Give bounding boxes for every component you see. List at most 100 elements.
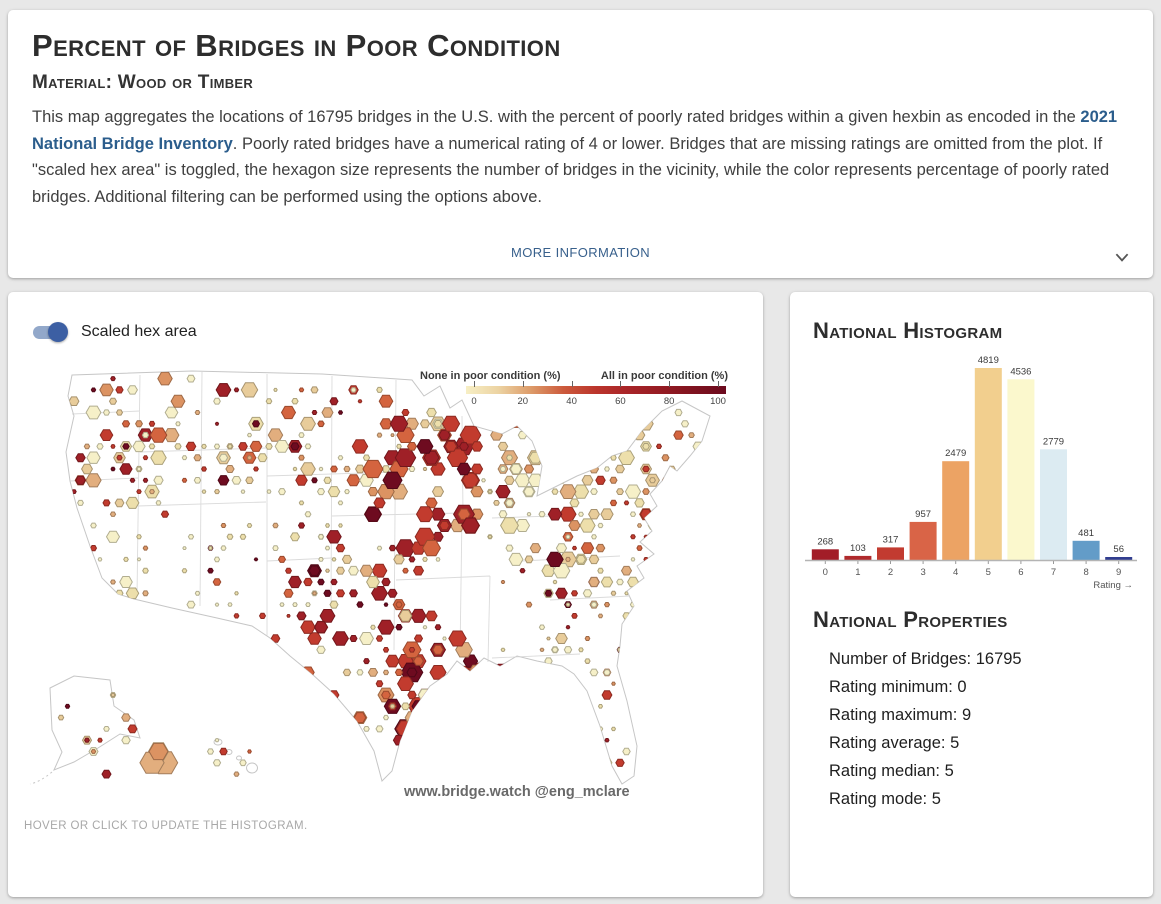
hexbin[interactable]: [555, 633, 568, 644]
hexbin[interactable]: [457, 712, 471, 724]
hexbin[interactable]: [246, 455, 253, 461]
hexbin[interactable]: [123, 556, 129, 562]
hexbin[interactable]: [201, 489, 207, 494]
hexbin[interactable]: [588, 509, 600, 520]
hexbin[interactable]: [370, 624, 376, 630]
hexbin[interactable]: [630, 534, 636, 540]
hexbin[interactable]: [341, 554, 353, 564]
hexbin[interactable]: [407, 719, 430, 739]
hexbin[interactable]: [419, 712, 431, 723]
hexbin[interactable]: [408, 466, 416, 472]
hexbin[interactable]: [75, 453, 86, 463]
hexbin[interactable]: [402, 567, 409, 574]
hexbin[interactable]: [130, 613, 135, 618]
hexbin[interactable]: [362, 459, 384, 479]
hexbin[interactable]: [546, 636, 551, 641]
hexbin[interactable]: [354, 464, 366, 474]
hexbin[interactable]: [233, 387, 240, 393]
hexbin[interactable]: [366, 575, 380, 589]
hexbin[interactable]: [492, 408, 501, 417]
hexbin[interactable]: [350, 387, 357, 393]
hexbin[interactable]: [218, 453, 229, 462]
hexbin[interactable]: [426, 407, 437, 418]
hexbin[interactable]: [65, 500, 71, 506]
hexbin[interactable]: [675, 477, 682, 483]
hexbin[interactable]: [673, 430, 684, 440]
hexbin[interactable]: [376, 545, 383, 551]
hexbin[interactable]: [495, 485, 511, 499]
hexbin[interactable]: [642, 465, 650, 473]
hexbin[interactable]: [359, 564, 374, 577]
hexbin[interactable]: [337, 500, 344, 506]
hexbin[interactable]: [446, 674, 469, 693]
hexbin[interactable]: [142, 455, 149, 461]
hexbin[interactable]: [160, 510, 170, 518]
hexbin[interactable]: [601, 441, 613, 451]
hexbin[interactable]: [431, 711, 445, 724]
hexbin[interactable]: [356, 601, 364, 608]
hexbin[interactable]: [500, 517, 519, 534]
hexbin[interactable]: [267, 428, 284, 442]
hexbin[interactable]: [528, 451, 543, 464]
hexbin[interactable]: [565, 602, 571, 607]
hexbin[interactable]: [214, 489, 220, 495]
hexbin[interactable]: [427, 725, 436, 733]
hexbin[interactable]: [349, 635, 358, 642]
hexbin[interactable]: [290, 442, 300, 451]
hexbin[interactable]: [58, 421, 64, 427]
hexbin[interactable]: [272, 545, 279, 551]
hexbin[interactable]: [523, 464, 535, 474]
hexbin[interactable]: [182, 658, 187, 664]
hexbin[interactable]: [627, 576, 639, 588]
hexbin[interactable]: [377, 619, 395, 635]
hexbin[interactable]: [582, 430, 593, 440]
hexbin[interactable]: [597, 704, 604, 709]
hexbin[interactable]: [524, 555, 534, 564]
hexbin[interactable]: [460, 720, 481, 738]
hexbin[interactable]: [591, 737, 597, 743]
hexbin[interactable]: [62, 520, 74, 531]
hexbin[interactable]: [551, 488, 559, 495]
hexbin[interactable]: [103, 726, 110, 732]
more-information-button[interactable]: More Information: [510, 245, 651, 260]
hexbin[interactable]: [499, 697, 520, 715]
hexbin[interactable]: [110, 579, 116, 585]
hexbin[interactable]: [638, 417, 654, 431]
hexbin[interactable]: [603, 669, 611, 676]
hexbin[interactable]: [99, 429, 114, 441]
hexbin[interactable]: [565, 625, 571, 630]
hexbin[interactable]: [508, 552, 524, 566]
hexbin[interactable]: [406, 442, 418, 451]
hexbin[interactable]: [295, 474, 308, 486]
hexbin[interactable]: [707, 511, 713, 517]
hexbin[interactable]: [149, 427, 168, 443]
hexbin[interactable]: [634, 498, 645, 508]
hexbin[interactable]: [187, 534, 195, 540]
hexbin[interactable]: [132, 440, 146, 453]
hexbin[interactable]: [233, 771, 240, 777]
hexbin[interactable]: [142, 590, 149, 597]
hexbin[interactable]: [604, 738, 610, 743]
hexbin[interactable]: [398, 610, 413, 622]
hexbin[interactable]: [422, 467, 428, 471]
hexbin[interactable]: [395, 720, 416, 738]
hexbin[interactable]: [544, 589, 553, 597]
hexbin[interactable]: [342, 735, 352, 745]
hexbin[interactable]: [245, 476, 254, 484]
hexbin[interactable]: [265, 443, 273, 450]
hexbin[interactable]: [110, 376, 116, 382]
hexbin[interactable]: [509, 463, 523, 475]
hexbin[interactable]: [298, 454, 305, 461]
hexbin[interactable]: [471, 441, 483, 452]
hexbin[interactable]: [326, 530, 342, 544]
hexbin[interactable]: [249, 440, 263, 452]
hexbin[interactable]: [555, 587, 568, 599]
hexbin[interactable]: [395, 601, 403, 608]
hexbin[interactable]: [532, 432, 539, 438]
hexbin[interactable]: [304, 443, 312, 450]
hexbin[interactable]: [376, 432, 383, 438]
hexbin[interactable]: [201, 466, 207, 472]
hexbin[interactable]: [331, 557, 337, 562]
hexbin[interactable]: [57, 714, 65, 721]
hexbin[interactable]: [498, 510, 508, 519]
